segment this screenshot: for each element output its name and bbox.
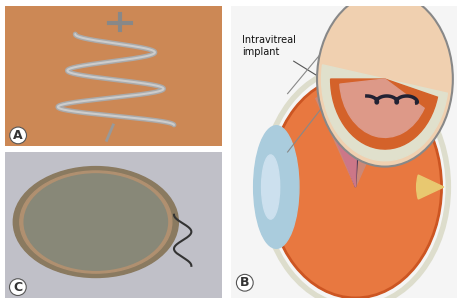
Ellipse shape [261, 155, 280, 219]
Text: C: C [13, 281, 23, 294]
Circle shape [317, 0, 453, 167]
Circle shape [24, 174, 167, 270]
Wedge shape [318, 85, 358, 187]
Text: B: B [240, 276, 249, 289]
Wedge shape [331, 79, 438, 149]
Circle shape [13, 167, 178, 278]
Wedge shape [417, 175, 444, 199]
Ellipse shape [254, 126, 299, 248]
Text: Intravitreal
implant: Intravitreal implant [242, 35, 353, 98]
Wedge shape [319, 76, 363, 187]
Circle shape [269, 76, 442, 298]
Wedge shape [340, 79, 424, 137]
Wedge shape [322, 65, 447, 161]
Text: A: A [13, 129, 23, 142]
Wedge shape [316, 85, 395, 187]
Circle shape [20, 171, 172, 273]
